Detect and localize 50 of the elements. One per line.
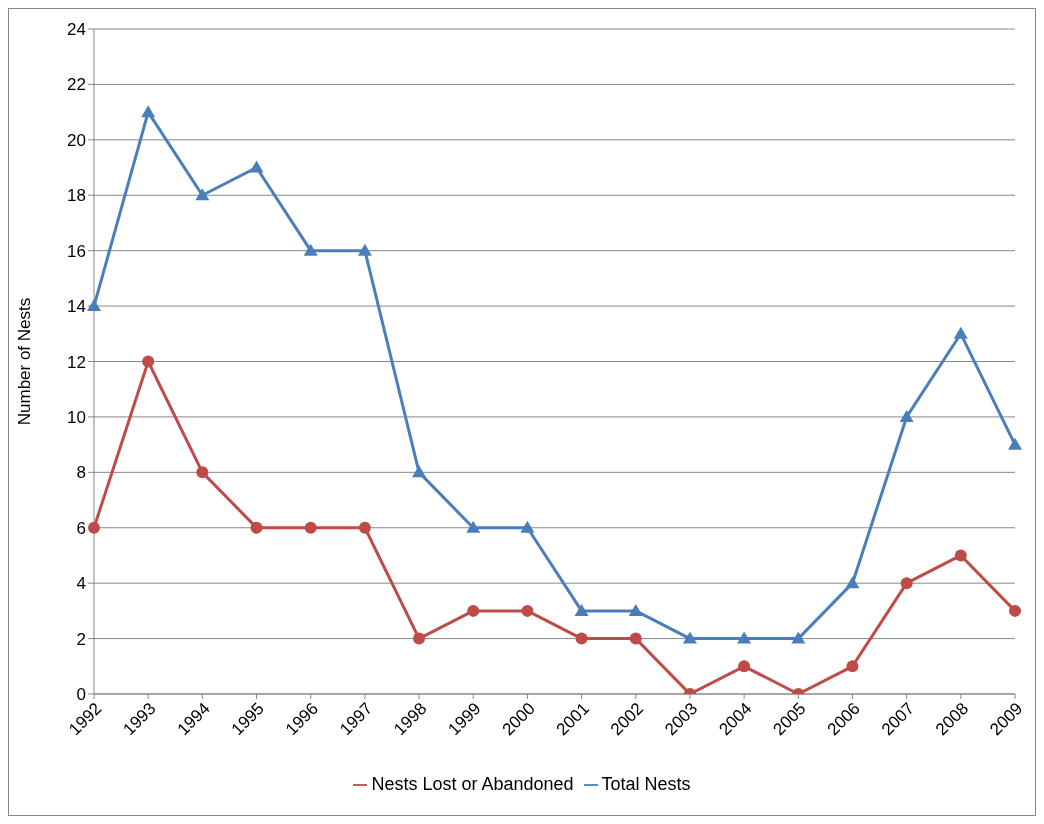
y-tick-label: 2 (76, 629, 86, 649)
point (520, 520, 535, 533)
point (575, 632, 588, 645)
point (196, 466, 209, 479)
point (954, 549, 967, 562)
point (953, 326, 968, 339)
legend-label: Nests Lost or Abandoned (371, 774, 574, 794)
point (574, 603, 589, 616)
point (846, 660, 859, 673)
point (737, 631, 752, 644)
point (358, 521, 371, 534)
point (1009, 604, 1021, 617)
point (87, 299, 101, 312)
point (88, 521, 100, 534)
point (195, 188, 210, 201)
y-axis-title: Number of Nests (15, 297, 35, 426)
point (142, 355, 155, 368)
point (628, 603, 643, 616)
y-tick-label: 18 (67, 186, 86, 206)
point (845, 576, 860, 589)
y-tick-label: 8 (76, 463, 86, 483)
point (738, 660, 751, 673)
y-tick-label: 0 (76, 685, 86, 705)
y-tick-label: 6 (76, 518, 86, 538)
y-tick-label: 4 (76, 574, 86, 594)
point (141, 105, 156, 118)
y-tick-label: 14 (67, 297, 86, 317)
point (413, 632, 426, 645)
point (900, 577, 913, 590)
point (250, 521, 263, 534)
y-tick-label: 24 (67, 20, 86, 40)
point (357, 243, 372, 256)
point (466, 520, 481, 533)
point (304, 521, 317, 534)
point (629, 632, 642, 645)
y-tick-label: 20 (67, 130, 86, 150)
point (791, 631, 806, 644)
point (303, 243, 318, 256)
point (249, 160, 264, 173)
point (682, 631, 697, 644)
y-tick-label: 12 (67, 352, 86, 372)
y-tick-label: 16 (67, 241, 86, 261)
y-tick-label: 22 (67, 75, 86, 95)
legend-label: Total Nests (601, 774, 691, 794)
point (899, 409, 914, 422)
point (412, 465, 427, 478)
point (521, 604, 534, 617)
point (467, 604, 480, 617)
y-tick-label: 10 (67, 407, 86, 427)
point (1008, 437, 1022, 450)
